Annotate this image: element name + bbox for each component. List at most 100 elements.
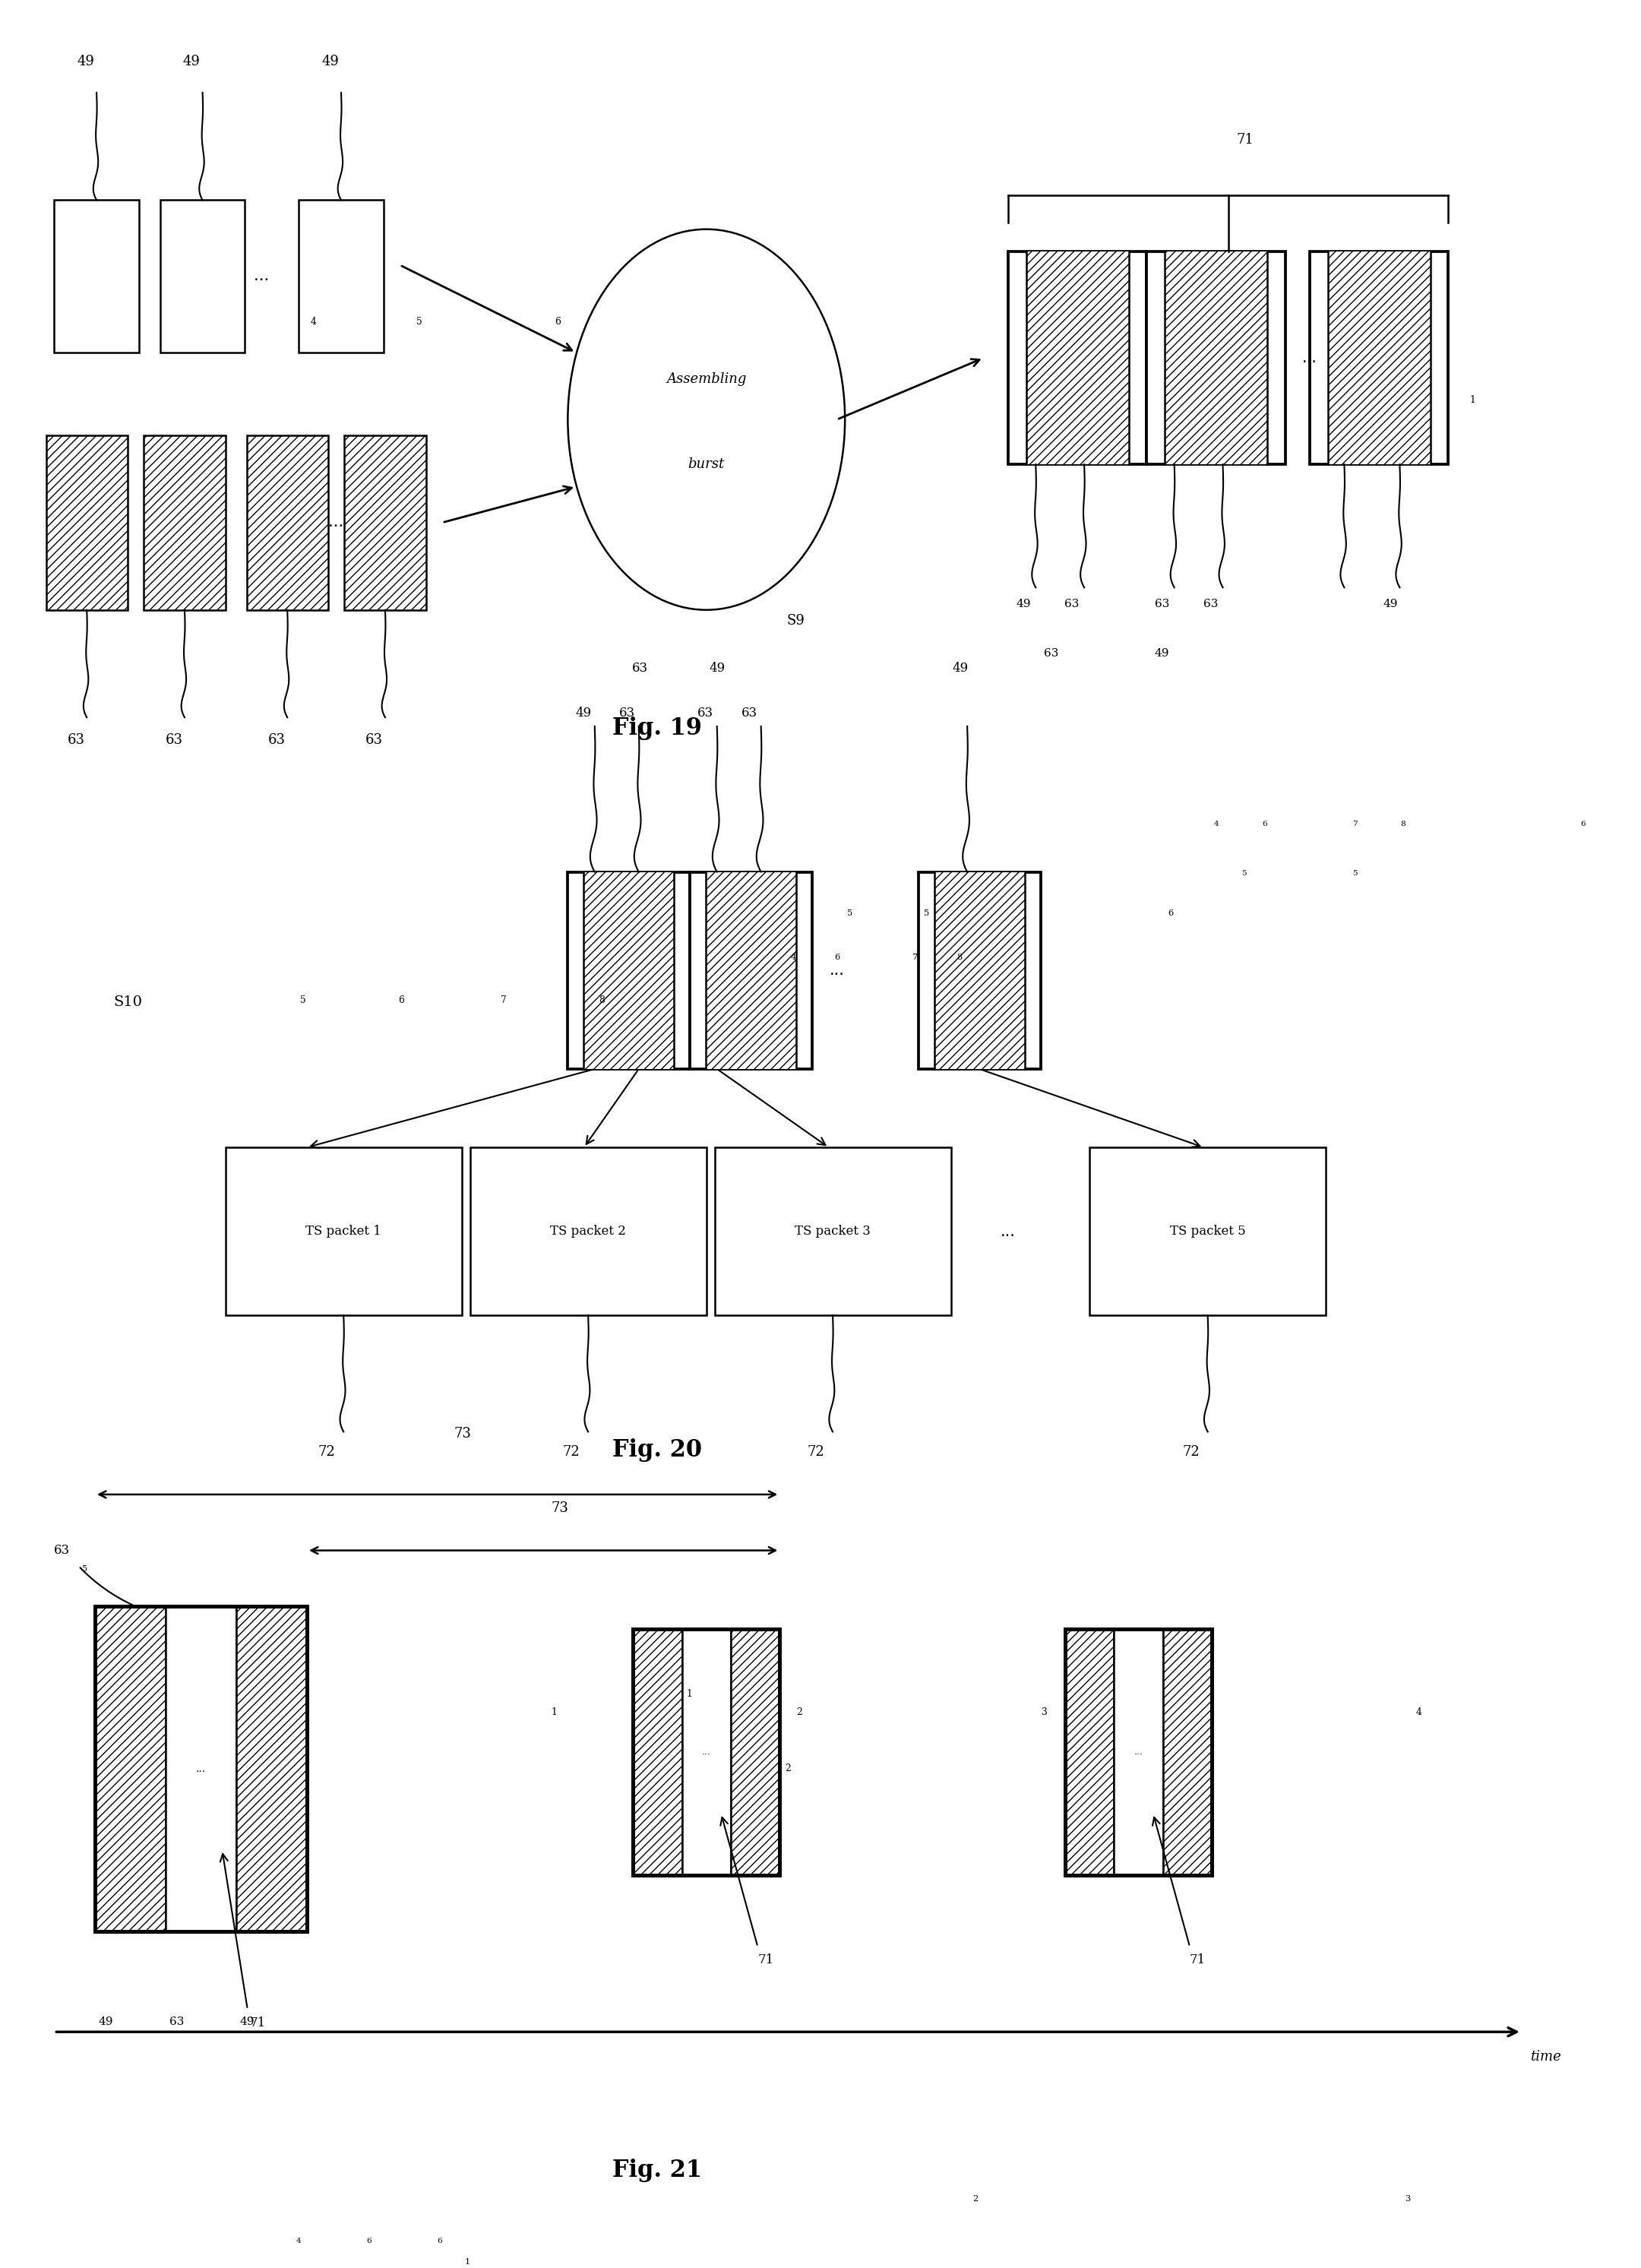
Text: 6: 6 (437, 2239, 441, 2245)
Text: 63: 63 (67, 733, 85, 746)
Bar (1026, 252, 1129, 465)
Text: 2: 2 (973, 2195, 978, 2202)
Text: TS packet 5: TS packet 5 (1170, 1225, 1246, 1238)
Bar (683, 1628, 730, 1876)
Bar (161, 200, 245, 352)
Text: 4: 4 (791, 955, 796, 962)
Text: 1: 1 (1469, 395, 1475, 404)
Bar (1065, 1628, 1114, 1876)
Bar (225, 1148, 461, 1315)
Text: 5: 5 (847, 909, 853, 916)
Text: 7: 7 (912, 955, 917, 962)
Text: TS packet 2: TS packet 2 (550, 1225, 627, 1238)
Text: 5: 5 (1352, 869, 1357, 875)
Text: 2: 2 (784, 1762, 791, 1774)
Text: 63: 63 (632, 662, 648, 676)
Text: 4: 4 (310, 318, 317, 327)
Bar (95, 1606, 166, 1930)
Text: 49: 49 (709, 662, 725, 676)
Text: 63: 63 (1065, 599, 1080, 610)
Text: 63: 63 (1155, 599, 1170, 610)
Bar (633, 1628, 779, 1876)
Text: 3: 3 (1040, 1708, 1047, 1717)
Text: 49: 49 (240, 2016, 254, 2028)
Text: Fig. 21: Fig. 21 (612, 2159, 702, 2182)
Text: 2: 2 (796, 1708, 802, 1717)
Text: TS packet 1: TS packet 1 (305, 1225, 382, 1238)
Text: 63: 63 (169, 2016, 184, 2028)
Bar (1090, 1148, 1326, 1315)
Text: 63: 63 (54, 1545, 71, 1558)
Text: 1: 1 (464, 2259, 471, 2266)
Text: 63: 63 (1044, 649, 1058, 658)
Text: Assembling: Assembling (666, 372, 747, 386)
Bar (144, 435, 225, 610)
Bar (469, 1148, 706, 1315)
Text: ...: ... (1301, 349, 1318, 365)
Text: ...: ... (702, 1746, 711, 1758)
Text: 63: 63 (366, 733, 382, 746)
Text: 71: 71 (1190, 1953, 1206, 1966)
Bar (246, 435, 328, 610)
Text: 6: 6 (1580, 821, 1585, 828)
Text: 72: 72 (318, 1445, 336, 1458)
Text: Fig. 20: Fig. 20 (612, 1438, 702, 1463)
Text: 5: 5 (300, 996, 307, 1005)
Bar (54, 200, 139, 352)
Text: 8: 8 (599, 996, 606, 1005)
Bar (1065, 1628, 1211, 1876)
Text: 72: 72 (1183, 1445, 1200, 1458)
Text: ...: ... (1134, 1746, 1144, 1758)
Text: 4: 4 (295, 2239, 300, 2245)
Bar (706, 871, 796, 1068)
Text: 5: 5 (924, 909, 929, 916)
Text: 71: 71 (1236, 134, 1254, 147)
Bar (1147, 252, 1285, 465)
Text: 4: 4 (1213, 821, 1219, 828)
Text: time: time (1529, 2050, 1561, 2064)
Text: 63: 63 (166, 733, 182, 746)
Bar (1008, 252, 1147, 465)
Text: 8: 8 (957, 955, 962, 962)
Text: 49: 49 (574, 708, 591, 719)
Bar (1114, 1628, 1163, 1876)
Text: 49: 49 (1155, 649, 1170, 658)
Text: 7: 7 (1352, 821, 1357, 828)
Text: S10: S10 (113, 996, 143, 1009)
Bar (584, 871, 674, 1068)
Text: 63: 63 (1203, 599, 1218, 610)
Text: 63: 63 (742, 708, 758, 719)
Bar (1163, 1628, 1211, 1876)
Text: 71: 71 (249, 2016, 266, 2030)
Bar (691, 871, 812, 1068)
Bar (934, 871, 1024, 1068)
Text: 72: 72 (807, 1445, 825, 1458)
Bar (95, 1606, 307, 1930)
Text: 5: 5 (82, 1565, 87, 1572)
Ellipse shape (568, 229, 845, 610)
Text: 6: 6 (834, 955, 840, 962)
Text: 49: 49 (952, 662, 968, 676)
Text: 49: 49 (98, 2016, 113, 2028)
Text: 6: 6 (1262, 821, 1267, 828)
Text: 63: 63 (619, 708, 635, 719)
Text: 73: 73 (453, 1427, 471, 1440)
Text: 6: 6 (1168, 909, 1173, 916)
Text: burst: burst (688, 458, 725, 472)
Bar (166, 1606, 236, 1930)
Bar (1310, 252, 1449, 465)
Text: 49: 49 (77, 54, 95, 68)
Text: 4: 4 (1416, 1708, 1421, 1717)
Text: 71: 71 (758, 1953, 775, 1966)
Bar (46, 435, 128, 610)
Text: 6: 6 (366, 2239, 371, 2245)
Bar (730, 1628, 779, 1876)
Text: ...: ... (254, 270, 269, 284)
Text: 49: 49 (1383, 599, 1398, 610)
Bar (714, 1148, 950, 1315)
Text: 6: 6 (555, 318, 561, 327)
Text: 73: 73 (551, 1501, 569, 1515)
Text: 1: 1 (551, 1708, 558, 1717)
Text: 49: 49 (1016, 599, 1031, 610)
Text: S9: S9 (788, 615, 806, 628)
